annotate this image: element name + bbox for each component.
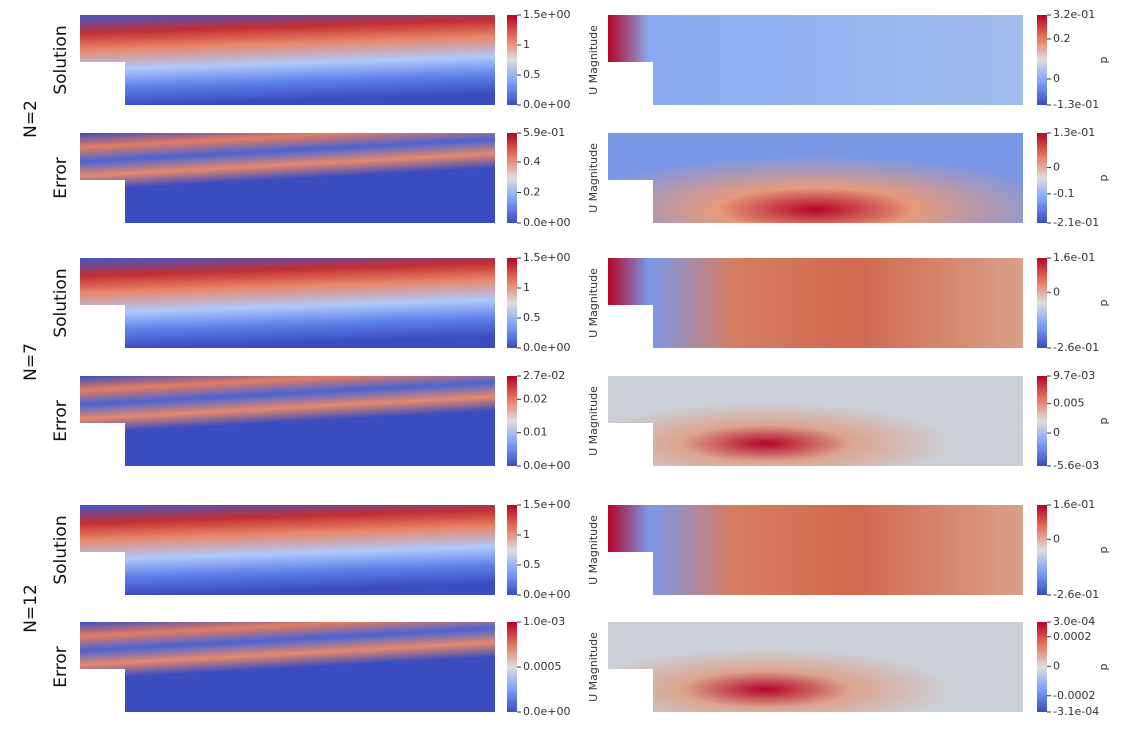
colorbar-tick-label: 0.0e+00: [523, 216, 570, 229]
colorbar-tick-label: -0.0002: [1053, 689, 1095, 702]
colorbar-title: p: [1097, 174, 1110, 181]
colorbar-tick-label: -1.3e-01: [1053, 98, 1099, 111]
colorbar-title: p: [1097, 417, 1110, 424]
colorbar-tick-label: 0.0002: [1053, 630, 1092, 643]
velocity-field: [80, 133, 495, 223]
row-label: Error: [51, 157, 71, 198]
colorbar-tick-label: 2.7e-02: [523, 369, 565, 382]
colorbar-tick-label: 0: [1053, 532, 1060, 545]
colorbar-tick-label: 1.5e+00: [523, 251, 570, 264]
colorbar-tick-label: 0.5: [523, 558, 541, 571]
colorbar-tick-label: 5.9e-01: [523, 126, 565, 139]
row-label: Solution: [51, 515, 71, 584]
colorbar-title: U Magnitude: [587, 25, 600, 95]
colorbar-tick-label: 0: [1053, 160, 1060, 173]
colorbar: [507, 258, 517, 348]
colorbar-tick-label: 0.01: [523, 426, 548, 439]
colorbar-tick-label: -0.1: [1053, 187, 1074, 200]
colorbar: [507, 133, 517, 223]
row-label: Solution: [51, 25, 71, 94]
velocity-field: [80, 15, 495, 105]
pressure-field: [608, 622, 1023, 712]
colorbar-tick-label: 0: [1053, 426, 1060, 439]
group-label: N=7: [21, 343, 41, 381]
colorbar-tick-label: 1.5e+00: [523, 8, 570, 21]
colorbar-tick-label: 0.4: [523, 155, 541, 168]
colorbar-tick-label: 9.7e-03: [1053, 369, 1095, 382]
pressure-field: [608, 376, 1023, 466]
velocity-field: [80, 505, 495, 595]
colorbar-title: U Magnitude: [587, 515, 600, 585]
colorbar-title: p: [1097, 546, 1110, 553]
colorbar-tick-label: 1.6e-01: [1053, 251, 1095, 264]
colorbar-tick-label: 0.0005: [523, 660, 562, 673]
colorbar: [1037, 376, 1047, 466]
colorbar-title: U Magnitude: [587, 143, 600, 213]
pressure-field: [608, 258, 1023, 348]
colorbar-title: p: [1097, 56, 1110, 63]
velocity-field: [80, 258, 495, 348]
colorbar: [1037, 15, 1047, 105]
colorbar-tick-label: 0.5: [523, 68, 541, 81]
colorbar: [507, 505, 517, 595]
colorbar-tick-label: 1: [523, 528, 530, 541]
colorbar-tick-label: 0.0e+00: [523, 341, 570, 354]
colorbar-tick-label: 1: [523, 281, 530, 294]
row-label: Solution: [51, 268, 71, 337]
colorbar: [507, 622, 517, 712]
group-label: N=2: [21, 100, 41, 138]
colorbar-tick-label: -2.6e-01: [1053, 341, 1099, 354]
colorbar-tick-label: 0: [1053, 285, 1060, 298]
colorbar-tick-label: 0.0e+00: [523, 588, 570, 601]
colorbar-title: U Magnitude: [587, 632, 600, 702]
colorbar-tick-label: 0: [1053, 659, 1060, 672]
velocity-field: [80, 376, 495, 466]
pressure-field: [608, 505, 1023, 595]
colorbar-tick-label: 1.0e-03: [523, 615, 565, 628]
colorbar-tick-label: 0.0e+00: [523, 98, 570, 111]
colorbar-tick-label: 0: [1053, 72, 1060, 85]
colorbar-tick-label: 0.02: [523, 392, 548, 405]
colorbar-tick-label: -2.6e-01: [1053, 588, 1099, 601]
colorbar-tick-label: 1.3e-01: [1053, 126, 1095, 139]
group-label: N=12: [21, 584, 41, 633]
colorbar-tick-label: 1: [523, 38, 530, 51]
colorbar: [1037, 505, 1047, 595]
row-label: Error: [51, 400, 71, 441]
pressure-field: [608, 15, 1023, 105]
colorbar-tick-label: 0.5: [523, 311, 541, 324]
colorbar-title: U Magnitude: [587, 268, 600, 338]
colorbar-title: p: [1097, 663, 1110, 670]
colorbar-title: U Magnitude: [587, 386, 600, 456]
pressure-field: [608, 133, 1023, 223]
velocity-field: [80, 622, 495, 712]
colorbar-tick-label: 0.2: [523, 185, 541, 198]
colorbar-tick-label: 1.6e-01: [1053, 498, 1095, 511]
colorbar-tick-label: -2.1e-01: [1053, 216, 1099, 229]
colorbar-tick-label: 3.2e-01: [1053, 8, 1095, 21]
colorbar-tick-label: 3.0e-04: [1053, 615, 1095, 628]
colorbar: [507, 15, 517, 105]
colorbar-tick-label: -5.6e-03: [1053, 459, 1099, 472]
colorbar-tick-label: -3.1e-04: [1053, 705, 1099, 718]
colorbar: [1037, 622, 1047, 712]
colorbar-tick-label: 0.005: [1053, 397, 1085, 410]
colorbar-tick-label: 0.2: [1053, 32, 1071, 45]
colorbar-title: p: [1097, 299, 1110, 306]
row-label: Error: [51, 646, 71, 687]
colorbar: [507, 376, 517, 466]
colorbar-tick-label: 1.5e+00: [523, 498, 570, 511]
colorbar: [1037, 258, 1047, 348]
colorbar-tick-label: 0.0e+00: [523, 459, 570, 472]
colorbar: [1037, 133, 1047, 223]
colorbar-tick-label: 0.0e+00: [523, 705, 570, 718]
